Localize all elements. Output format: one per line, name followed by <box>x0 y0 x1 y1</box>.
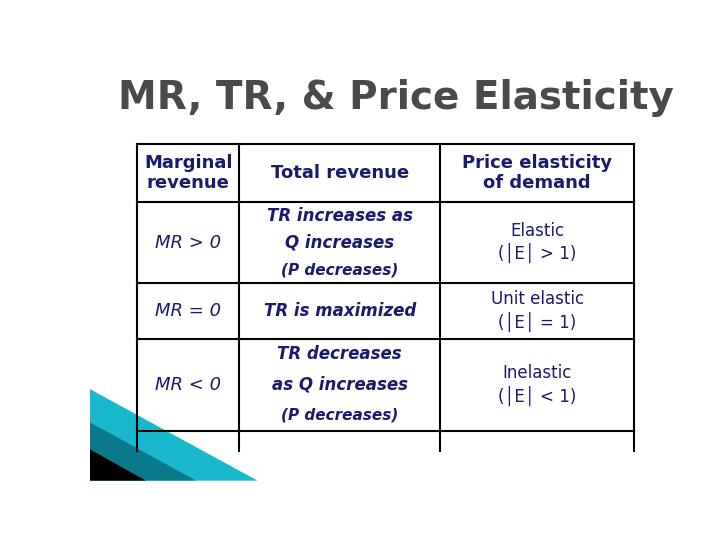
Text: TR increases as: TR increases as <box>267 206 413 225</box>
Polygon shape <box>90 422 196 481</box>
Text: TR decreases: TR decreases <box>277 346 402 363</box>
Text: (P decreases): (P decreases) <box>281 262 398 277</box>
Text: Total revenue: Total revenue <box>271 164 409 182</box>
Text: Unit elastic
(│E│ = 1): Unit elastic (│E│ = 1) <box>490 291 584 332</box>
Text: Elastic
(│E│ > 1): Elastic (│E│ > 1) <box>498 222 577 264</box>
Text: MR < 0: MR < 0 <box>156 376 221 394</box>
Text: as Q increases: as Q increases <box>272 376 408 394</box>
Text: (P decreases): (P decreases) <box>281 408 398 423</box>
Polygon shape <box>90 449 145 481</box>
Text: Q increases: Q increases <box>285 234 395 252</box>
Text: Marginal
revenue: Marginal revenue <box>144 153 233 192</box>
Text: MR = 0: MR = 0 <box>156 302 221 320</box>
Polygon shape <box>90 389 258 481</box>
Text: TR is maximized: TR is maximized <box>264 302 416 320</box>
Text: Inelastic
(│E│ < 1): Inelastic (│E│ < 1) <box>498 364 577 406</box>
Text: MR, TR, & Price Elasticity: MR, TR, & Price Elasticity <box>118 79 674 117</box>
Text: MR > 0: MR > 0 <box>156 234 221 252</box>
Text: Price elasticity
of demand: Price elasticity of demand <box>462 153 612 192</box>
